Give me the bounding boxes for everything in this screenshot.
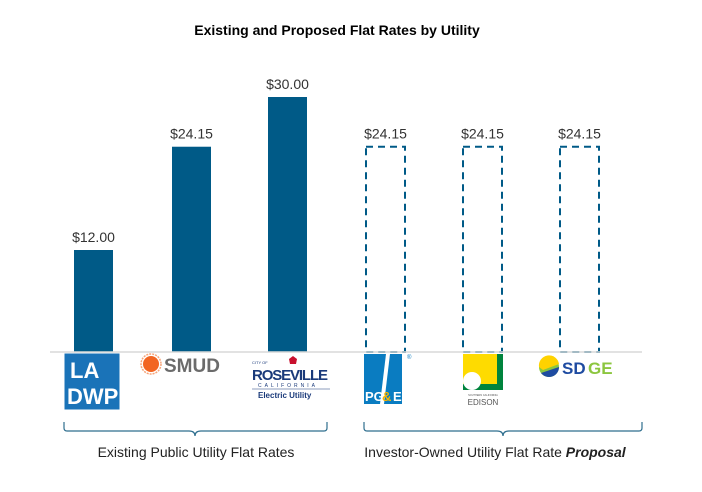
svg-text:PG: PG (365, 389, 384, 404)
svg-text:EDISON: EDISON (468, 398, 499, 407)
svg-text:ROSEVILLE: ROSEVILLE (252, 367, 328, 384)
bar-4 (462, 145, 503, 353)
pge-logo: PG & E ® (364, 354, 412, 404)
chart-title: Existing and Proposed Flat Rates by Util… (194, 22, 480, 38)
svg-text:CALIFORNIA: CALIFORNIA (258, 383, 318, 389)
data-label-2: $30.00 (266, 76, 309, 92)
svg-text:SD: SD (562, 359, 586, 378)
ladwp-logo: LA DWP (64, 353, 120, 410)
data-label-3: $24.15 (364, 126, 407, 142)
sdge-logo: SD GE (538, 355, 613, 378)
bar-3 (365, 145, 406, 353)
data-label-5: $24.15 (558, 126, 601, 142)
data-label-1: $24.15 (170, 126, 213, 142)
bar-2 (268, 97, 307, 352)
bar-5 (559, 145, 600, 353)
group-label-proposal: Investor-Owned Utility Flat Rate Proposa… (364, 444, 627, 460)
svg-text:Electric Utility: Electric Utility (258, 391, 312, 400)
roseville-logo: CITY OF ROSEVILLE CALIFORNIA Electric Ut… (252, 356, 330, 400)
svg-text:LA: LA (70, 358, 99, 383)
group-brace-existing (63, 422, 328, 437)
group-label-existing: Existing Public Utility Flat Rates (98, 444, 295, 460)
svg-text:DWP: DWP (67, 384, 118, 409)
data-label-0: $12.00 (72, 229, 115, 245)
svg-text:CITY OF: CITY OF (252, 360, 268, 365)
edison-logo: SOUTHERN CALIFORNIA EDISON (463, 354, 503, 407)
svg-text:GE: GE (588, 359, 613, 378)
svg-text:®: ® (407, 354, 412, 361)
smud-logo: SMUD (140, 353, 220, 377)
bar-0 (74, 250, 113, 352)
svg-text:E: E (393, 389, 402, 404)
bar-1 (172, 146, 211, 352)
group-brace-proposal (363, 422, 643, 437)
svg-text:SOUTHERN CALIFORNIA: SOUTHERN CALIFORNIA (468, 394, 498, 397)
data-label-4: $24.15 (461, 126, 504, 142)
svg-text:&: & (382, 389, 391, 404)
svg-text:SMUD: SMUD (164, 356, 220, 377)
